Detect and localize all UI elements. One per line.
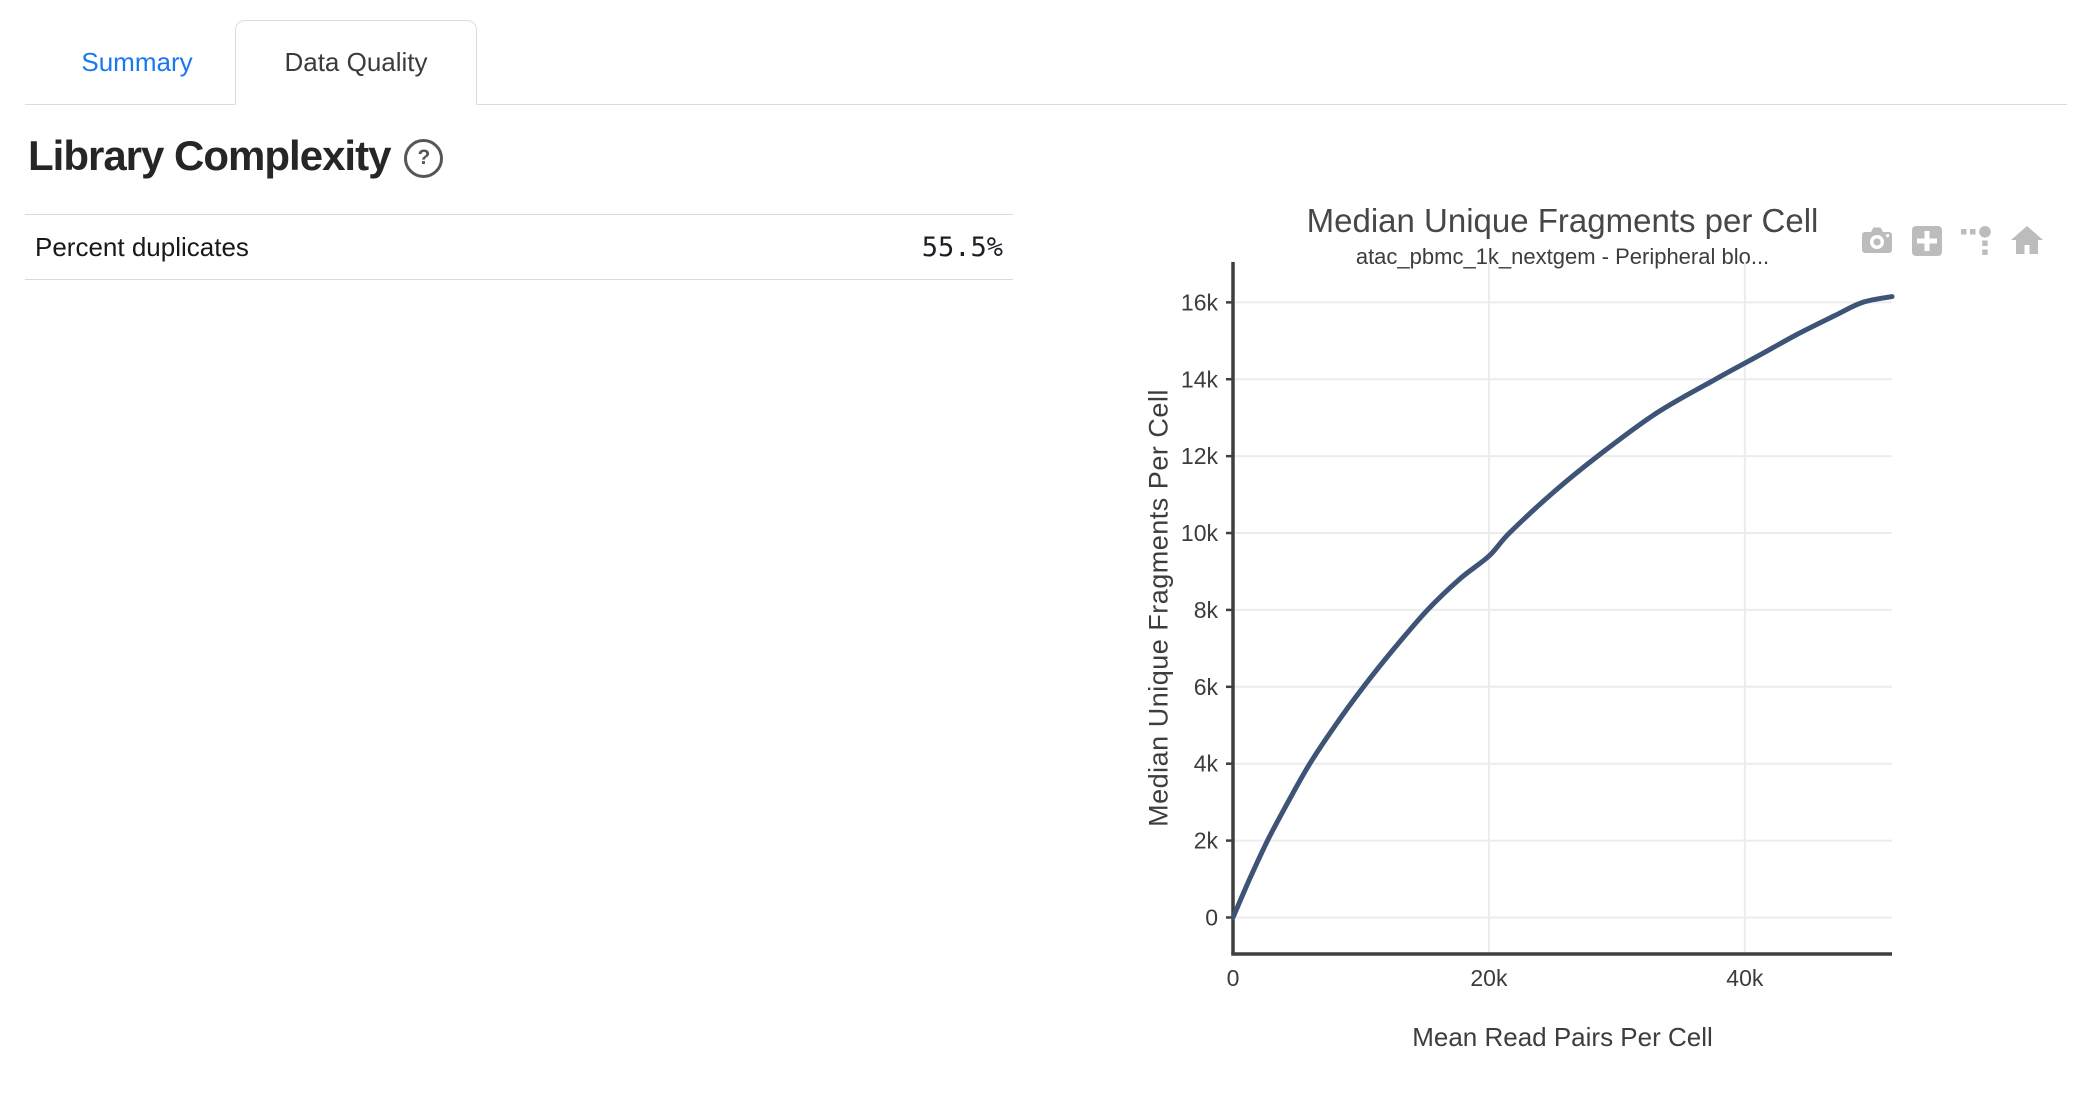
plotly-modebar bbox=[1858, 222, 2046, 260]
section-heading-row: Library Complexity ? bbox=[28, 130, 444, 182]
metrics-table: Percent duplicates 55.5% bbox=[25, 214, 1013, 280]
zoom-in-icon[interactable] bbox=[1908, 222, 1946, 260]
y-tick-label: 14k bbox=[1181, 366, 1219, 392]
tab-summary-label: Summary bbox=[81, 47, 193, 77]
x-tick-label: 0 bbox=[1227, 965, 1240, 991]
y-tick-label: 10k bbox=[1181, 520, 1219, 546]
chart-subtitle: atac_pbmc_1k_nextgem - Peripheral blo... bbox=[1355, 244, 1770, 269]
chart-title: Median Unique Fragments per Cell bbox=[1306, 202, 1819, 239]
home-icon[interactable] bbox=[2008, 222, 2046, 260]
x-axis-label: Mean Read Pairs Per Cell bbox=[1412, 1022, 1713, 1052]
tab-bar: Summary Data Quality bbox=[25, 0, 2067, 105]
page-title: Library Complexity bbox=[28, 132, 391, 179]
library-complexity-chart: Median Unique Fragments per Cell atac_pb… bbox=[1088, 180, 2086, 1108]
camera-icon[interactable] bbox=[1858, 222, 1896, 260]
y-tick-label: 2k bbox=[1194, 828, 1219, 854]
y-tick-label: 4k bbox=[1194, 751, 1219, 777]
tab-summary[interactable]: Summary bbox=[39, 21, 235, 104]
y-axis-label: Median Unique Fragments Per Cell bbox=[1143, 389, 1174, 827]
y-tick-label: 8k bbox=[1194, 597, 1219, 623]
metric-label: Percent duplicates bbox=[35, 231, 249, 262]
table-row: Percent duplicates 55.5% bbox=[25, 214, 1013, 280]
y-tick-label: 6k bbox=[1194, 674, 1219, 700]
complexity-curve bbox=[1230, 294, 1895, 920]
y-tick-label: 16k bbox=[1181, 289, 1219, 315]
tab-data-quality[interactable]: Data Quality bbox=[235, 20, 477, 105]
y-tick-label: 12k bbox=[1181, 443, 1219, 469]
plot-area[interactable]: 0 2k 4k 6k 8k 10k 12k 14k 16k 0 20k 40k bbox=[1088, 180, 2086, 1108]
spikelines-icon[interactable] bbox=[1958, 222, 1996, 260]
metric-value: 55.5% bbox=[921, 231, 1003, 263]
help-question-icon[interactable]: ? bbox=[404, 138, 444, 178]
y-tick-label: 0 bbox=[1205, 904, 1218, 930]
x-tick-label: 20k bbox=[1470, 965, 1508, 991]
x-tick-label: 40k bbox=[1726, 965, 1764, 991]
tab-data-quality-label: Data Quality bbox=[284, 47, 428, 77]
